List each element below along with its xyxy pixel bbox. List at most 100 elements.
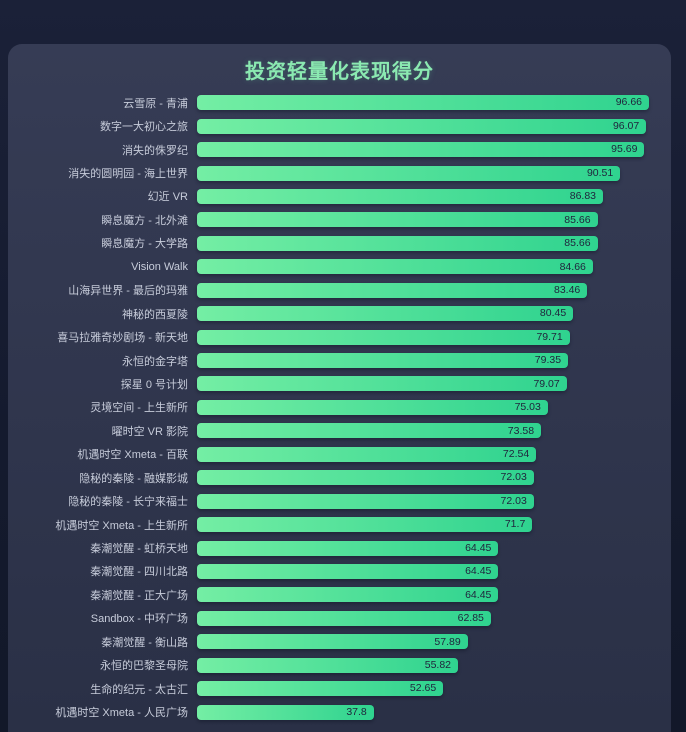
bar[interactable]: 52.65: [197, 681, 444, 697]
value-label: 75.03: [514, 401, 541, 414]
bar[interactable]: 64.45: [197, 563, 499, 579]
value-label: 55.82: [424, 658, 452, 671]
chart-title: 投资轻量化表现得分: [245, 61, 434, 83]
value-label: 64.45: [465, 541, 492, 554]
bar-track: 79.35: [197, 353, 649, 369]
chart-panel: 投资轻量化表现得分 云雪原 - 青浦 96.66 数字一大初心之旅 96.07 消失的侏…: [8, 44, 671, 732]
bar-row: 生命的纪元 - 太古汇 52.65: [8, 677, 671, 700]
bar-track: 95.69: [197, 142, 649, 158]
category-label: 隐秘的秦陵 - 融媒影城: [79, 472, 188, 485]
category-label: 消失的圆明园 - 海上世界: [68, 168, 188, 181]
bar-row: 永恒的巴黎圣母院 55.82: [8, 654, 671, 677]
value-label: 79.35: [534, 354, 562, 367]
category-label: 数字一大初心之旅: [100, 121, 188, 134]
bar[interactable]: 80.45: [197, 306, 574, 322]
value-label: 62.85: [457, 612, 484, 625]
value-label: 96.66: [615, 96, 642, 109]
bar[interactable]: 79.35: [197, 353, 569, 369]
bar-track: 64.45: [197, 540, 649, 556]
bar-row: 数字一大初心之旅 96.07: [8, 114, 671, 137]
bar[interactable]: 72.03: [197, 493, 534, 509]
bar-track: 71.7: [197, 517, 649, 533]
bar-row: 灵境空间 - 上生新所 75.03: [8, 396, 671, 419]
category-label: 瞬息魔方 - 北外滩: [101, 214, 188, 227]
category-label: 消失的侏罗纪: [122, 144, 188, 157]
bar[interactable]: 95.69: [197, 142, 645, 158]
bar[interactable]: 79.71: [197, 329, 570, 345]
bar-row: Sandbox - 中环广场 62.85: [8, 607, 671, 630]
bar[interactable]: 75.03: [197, 399, 548, 415]
bar-track: 96.66: [197, 95, 649, 111]
bar[interactable]: 73.58: [197, 423, 542, 439]
value-label: 72.03: [500, 471, 527, 484]
bar-track: 86.83: [197, 188, 649, 204]
category-label: 秦潮觉醒 - 虹桥天地: [90, 543, 188, 556]
bar[interactable]: 72.54: [197, 446, 537, 462]
bar-row: 机遇时空 Xmeta - 人民广场 37.8: [8, 700, 671, 723]
bar[interactable]: 79.07: [197, 376, 567, 392]
bar[interactable]: 72.03: [197, 470, 534, 486]
bar[interactable]: 37.8: [197, 704, 374, 720]
value-label: 37.8: [346, 705, 367, 718]
category-label: 秦潮觉醒 - 四川北路: [90, 566, 188, 579]
bar[interactable]: 84.66: [197, 259, 593, 275]
bar[interactable]: 83.46: [197, 282, 588, 298]
bar-track: 85.66: [197, 235, 649, 251]
category-label: 云雪原 - 青浦: [123, 97, 188, 110]
bar[interactable]: 96.66: [197, 95, 649, 111]
value-label: 90.51: [586, 166, 614, 179]
bar-row: 机遇时空 Xmeta - 百联 72.54: [8, 443, 671, 466]
bar[interactable]: 85.66: [197, 235, 598, 251]
bar-row: 机遇时空 Xmeta - 上生新所 71.7: [8, 513, 671, 536]
bar-row: 山海异世界 - 最后的玛雅 83.46: [8, 279, 671, 302]
bar-track: 96.07: [197, 118, 649, 134]
bar-row: 幻近 VR 86.83: [8, 185, 671, 208]
bar[interactable]: 62.85: [197, 610, 491, 626]
bar-track: 64.45: [197, 587, 649, 603]
category-label: 探星 0 号计划: [120, 378, 188, 391]
value-label: 73.58: [507, 424, 535, 437]
value-label: 84.66: [559, 260, 586, 273]
category-label: Vision Walk: [131, 260, 188, 273]
bar-track: 52.65: [197, 681, 649, 697]
bar-track: 73.58: [197, 423, 649, 439]
category-label: 灵境空间 - 上生新所: [90, 402, 188, 415]
bar-track: 72.03: [197, 470, 649, 486]
bar[interactable]: 64.45: [197, 540, 499, 556]
value-label: 85.66: [564, 213, 591, 226]
bar-row: 喜马拉雅奇妙剧场 - 新天地 79.71: [8, 325, 671, 348]
bar-row: 瞬息魔方 - 北外滩 85.66: [8, 208, 671, 231]
bar[interactable]: 71.7: [197, 517, 533, 533]
bar-track: 79.71: [197, 329, 649, 345]
category-label: 机遇时空 Xmeta - 上生新所: [55, 519, 188, 532]
value-label: 79.07: [533, 377, 560, 390]
bar[interactable]: 86.83: [197, 188, 604, 204]
bar[interactable]: 96.07: [197, 118, 647, 134]
value-label: 86.83: [569, 190, 597, 203]
bar[interactable]: 55.82: [197, 657, 459, 673]
value-label: 64.45: [465, 588, 492, 601]
bar[interactable]: 85.66: [197, 212, 598, 228]
category-label: 神秘的西夏陵: [122, 308, 188, 321]
bar[interactable]: 57.89: [197, 634, 468, 650]
bar-row: Vision Walk 84.66: [8, 255, 671, 278]
category-label: 瞬息魔方 - 大学路: [101, 238, 188, 251]
value-label: 85.66: [564, 237, 591, 250]
bar-track: 83.46: [197, 282, 649, 298]
bar-row: 瞬息魔方 - 大学路 85.66: [8, 232, 671, 255]
bar[interactable]: 90.51: [197, 165, 621, 181]
bar-rows: 云雪原 - 青浦 96.66 数字一大初心之旅 96.07 消失的侏罗纪 95.69 消失的…: [8, 91, 671, 724]
category-label: 机遇时空 Xmeta - 人民广场: [55, 707, 188, 720]
bar-track: 79.07: [197, 376, 649, 392]
category-label: 永恒的金字塔: [122, 355, 188, 368]
category-label: 秦潮觉醒 - 衡山路: [101, 636, 188, 649]
bar-track: 90.51: [197, 165, 649, 181]
bar-row: 神秘的西夏陵 80.45: [8, 302, 671, 325]
category-label: Sandbox - 中环广场: [90, 613, 188, 626]
bar-track: 75.03: [197, 399, 649, 415]
bar-row: 秦潮觉醒 - 衡山路 57.89: [8, 630, 671, 653]
bar-track: 55.82: [197, 657, 649, 673]
value-label: 71.7: [504, 518, 526, 531]
bar[interactable]: 64.45: [197, 587, 499, 603]
bar-track: 64.45: [197, 563, 649, 579]
